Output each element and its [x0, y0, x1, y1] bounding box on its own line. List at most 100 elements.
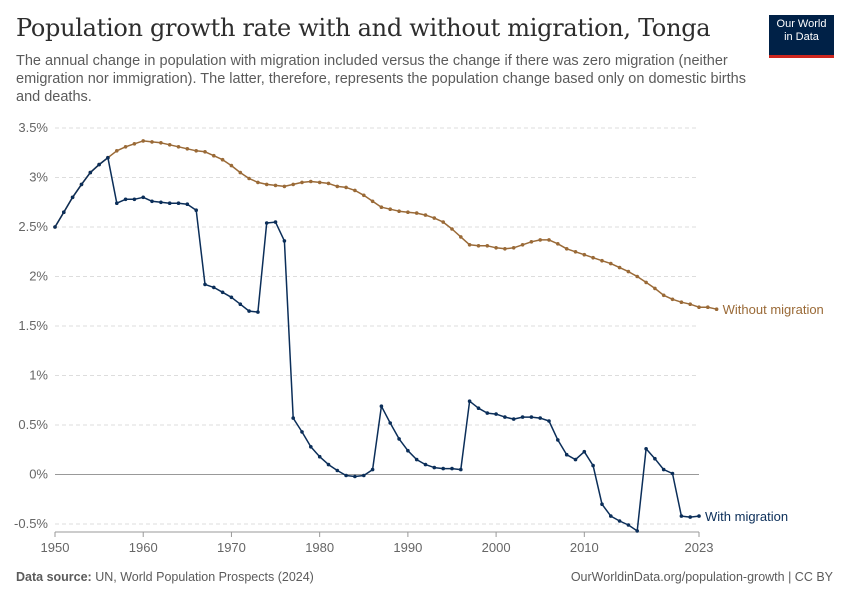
data-point [397, 209, 401, 213]
data-point [62, 210, 66, 214]
x-tick-label: 1960 [129, 540, 158, 555]
source-text: UN, World Population Prospects (2024) [95, 570, 314, 584]
data-point [282, 239, 287, 243]
data-point [697, 514, 701, 518]
data-point [220, 157, 225, 162]
x-tick-label: 1950 [41, 540, 70, 555]
data-point [344, 473, 348, 478]
data-point [450, 227, 454, 231]
data-point [344, 185, 348, 190]
data-point [132, 197, 137, 202]
x-tick-label: 1980 [305, 540, 334, 555]
data-point [414, 211, 419, 215]
data-point [123, 145, 128, 149]
data-point [167, 143, 172, 147]
data-point [256, 180, 260, 185]
series-label-without-migration: Without migration [723, 302, 824, 317]
data-point [273, 183, 278, 188]
line-chart: -0.5% 0% 0.5% 1% 1.5% 2% 2.5% 3% 3.5% 1950 1960 197… [14, 120, 824, 555]
y-tick-label: 0.5% [18, 417, 48, 432]
data-point [264, 182, 269, 187]
x-tick-label: 2023 [685, 540, 714, 555]
footer-source: Data source: UN, World Population Prospe… [16, 570, 314, 584]
data-point [264, 221, 269, 225]
data-point [212, 285, 216, 290]
data-point [203, 282, 207, 287]
data-point [520, 243, 525, 247]
data-point [670, 297, 675, 302]
data-point [423, 462, 428, 467]
data-point [529, 240, 534, 244]
owid-logo[interactable]: Our World in Data [769, 15, 834, 58]
data-point [494, 412, 498, 416]
data-point [256, 310, 260, 314]
data-point [573, 250, 578, 254]
data-point [291, 182, 296, 187]
data-point [141, 195, 145, 200]
data-point [635, 529, 639, 533]
data-point [706, 305, 710, 310]
data-point [547, 419, 551, 423]
data-point [626, 523, 631, 527]
chart-subtitle: The annual change in population with mig… [16, 53, 746, 105]
data-point [661, 293, 666, 298]
data-point [309, 445, 313, 449]
y-tick-label: 1% [29, 368, 48, 383]
data-point [212, 153, 216, 158]
data-point [414, 457, 419, 462]
data-point [370, 467, 375, 472]
data-point [115, 201, 119, 205]
data-point [397, 437, 401, 441]
data-point [309, 179, 313, 184]
data-point [529, 415, 534, 419]
data-point [688, 302, 692, 307]
x-tick-label: 2000 [482, 540, 511, 555]
data-point [159, 200, 163, 205]
data-point [556, 438, 560, 442]
data-point [635, 274, 639, 279]
data-point [432, 216, 437, 220]
data-point [714, 307, 719, 312]
data-point [661, 467, 666, 472]
data-point [423, 213, 428, 217]
data-point [485, 411, 490, 415]
data-point [503, 247, 507, 251]
data-point [335, 468, 340, 473]
data-point [591, 255, 595, 260]
data-point [317, 180, 322, 185]
data-point [335, 184, 340, 189]
data-point [582, 449, 587, 454]
data-point [106, 155, 110, 160]
data-point [485, 244, 490, 248]
data-point [167, 201, 172, 205]
data-point [185, 147, 190, 151]
data-point [644, 280, 648, 285]
x-tick-label: 2010 [570, 540, 599, 555]
data-point [406, 210, 410, 214]
y-tick-label: -0.5% [14, 516, 48, 531]
data-point [88, 170, 93, 175]
logo-line-2: in Data [784, 31, 819, 43]
data-point [150, 140, 154, 144]
footer-link[interactable]: OurWorldinData.org/population-growth | C… [570, 570, 833, 584]
y-tick-label: 1.5% [18, 318, 48, 333]
data-point [317, 454, 322, 459]
axis-layer: -0.5% 0% 0.5% 1% 1.5% 2% 2.5% 3% 3.5% 1950 1960 197… [14, 120, 713, 555]
data-point [79, 182, 84, 187]
data-point [362, 193, 366, 198]
data-point [556, 242, 560, 246]
data-point [644, 447, 648, 451]
data-point [450, 466, 454, 471]
data-point [406, 448, 410, 453]
data-point [538, 238, 542, 242]
data-point [379, 404, 384, 409]
data-point [564, 247, 569, 251]
data-point [600, 502, 604, 507]
data-point [53, 225, 57, 229]
y-tick-label: 3.5% [18, 120, 48, 135]
data-point [379, 205, 384, 209]
data-point [617, 265, 622, 270]
data-point [203, 150, 207, 154]
data-point [547, 238, 551, 242]
data-point [326, 181, 331, 186]
